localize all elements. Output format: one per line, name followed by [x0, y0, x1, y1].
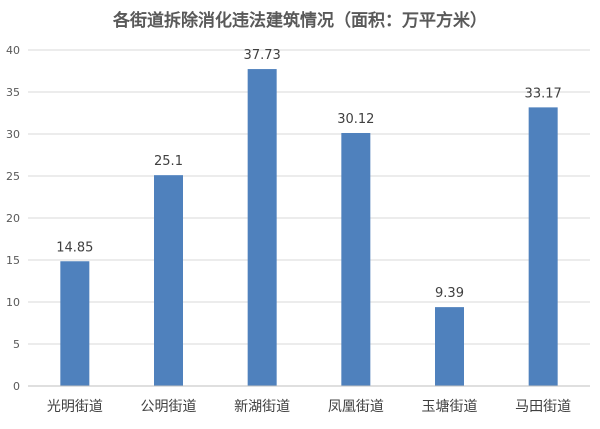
data-label: 33.17: [525, 86, 562, 101]
y-tick-label: 20: [6, 212, 20, 225]
x-tick-label: 凤凰街道: [328, 399, 384, 415]
y-tick-label: 5: [13, 338, 20, 351]
x-axis-tick-labels: 光明街道 公明街道 新湖街道 凤凰街道 玉塘街道 马田街道: [47, 399, 571, 415]
data-labels: 14.85 25.1 37.73 30.12 9.39 33.17: [56, 48, 562, 301]
x-tick-label: 马田街道: [515, 399, 571, 415]
y-tick-label: 10: [6, 296, 20, 309]
x-tick-label: 公明街道: [141, 399, 197, 415]
data-label: 30.12: [337, 112, 374, 127]
y-tick-label: 30: [6, 128, 20, 141]
data-label: 25.1: [154, 154, 183, 169]
data-label: 9.39: [435, 286, 464, 301]
y-axis-tick-labels: 0 5 10 15 20 25 30 35 40: [6, 44, 20, 393]
bar: [247, 69, 277, 387]
data-label: 14.85: [56, 240, 93, 255]
bar: [60, 261, 90, 386]
y-tick-label: 35: [6, 86, 20, 99]
y-tick-label: 25: [6, 170, 20, 183]
y-tick-label: 15: [6, 254, 20, 267]
x-tick-label: 玉塘街道: [422, 399, 478, 415]
chart-title: 各街道拆除消化违法建筑情况（面积：万平方米）: [112, 10, 487, 31]
gridlines: [28, 49, 590, 345]
bar: [435, 307, 464, 386]
x-tick-label: 新湖街道: [234, 399, 290, 415]
bar: [341, 132, 371, 386]
bar: [528, 107, 558, 386]
data-label: 37.73: [244, 48, 281, 63]
y-tick-label: 0: [13, 380, 20, 393]
x-tick-label: 光明街道: [47, 399, 103, 415]
y-tick-label: 40: [6, 44, 20, 57]
bars: [60, 69, 558, 387]
bar: [154, 175, 183, 386]
